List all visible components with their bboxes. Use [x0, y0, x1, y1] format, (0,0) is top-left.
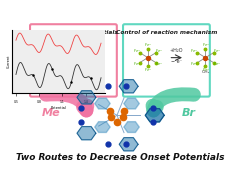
- FancyArrowPatch shape: [153, 94, 194, 111]
- Text: Control of reaction mechanism: Control of reaction mechanism: [116, 30, 217, 35]
- Polygon shape: [119, 138, 138, 151]
- Text: $Fe^{II}$: $Fe^{II}$: [202, 67, 209, 74]
- Text: $Fe^{II}$: $Fe^{II}$: [133, 47, 140, 55]
- Text: OH₂: OH₂: [201, 70, 210, 74]
- FancyBboxPatch shape: [30, 24, 117, 97]
- Polygon shape: [124, 98, 139, 109]
- Text: Me: Me: [42, 108, 60, 118]
- Y-axis label: Current: Current: [6, 55, 10, 68]
- Text: $Fe^{II}$: $Fe^{II}$: [190, 47, 198, 55]
- Text: +H₂O: +H₂O: [170, 48, 183, 53]
- Polygon shape: [95, 98, 110, 109]
- Polygon shape: [77, 91, 96, 104]
- Text: $Fe^{II}$: $Fe^{II}$: [144, 41, 152, 49]
- Polygon shape: [77, 127, 96, 140]
- FancyArrowPatch shape: [46, 94, 87, 111]
- Text: − e⁻: − e⁻: [171, 59, 182, 64]
- X-axis label: Potential: Potential: [51, 106, 66, 110]
- Text: $Fe^{II}$: $Fe^{II}$: [133, 61, 140, 68]
- Text: Control of redox potentials: Control of redox potentials: [29, 30, 118, 35]
- Polygon shape: [95, 122, 110, 132]
- Text: Two Routes to Decrease Onset Potentials: Two Routes to Decrease Onset Potentials: [16, 153, 224, 162]
- Text: $Fe^{II}$: $Fe^{II}$: [144, 67, 152, 74]
- FancyBboxPatch shape: [123, 24, 210, 97]
- Text: $Fe^{II}$: $Fe^{II}$: [155, 61, 163, 68]
- Text: $Fe^{II}$: $Fe^{II}$: [155, 47, 163, 55]
- Polygon shape: [124, 122, 139, 132]
- Text: Br: Br: [182, 108, 196, 118]
- Text: $Fe^{II}$: $Fe^{II}$: [190, 61, 198, 68]
- Text: $Fe^{II}$: $Fe^{II}$: [213, 61, 221, 68]
- Polygon shape: [145, 109, 164, 122]
- Text: $Fe^{II}$: $Fe^{II}$: [213, 47, 221, 55]
- Text: $Fe^{II}$: $Fe^{II}$: [202, 41, 209, 49]
- Polygon shape: [119, 80, 138, 93]
- Polygon shape: [145, 109, 164, 122]
